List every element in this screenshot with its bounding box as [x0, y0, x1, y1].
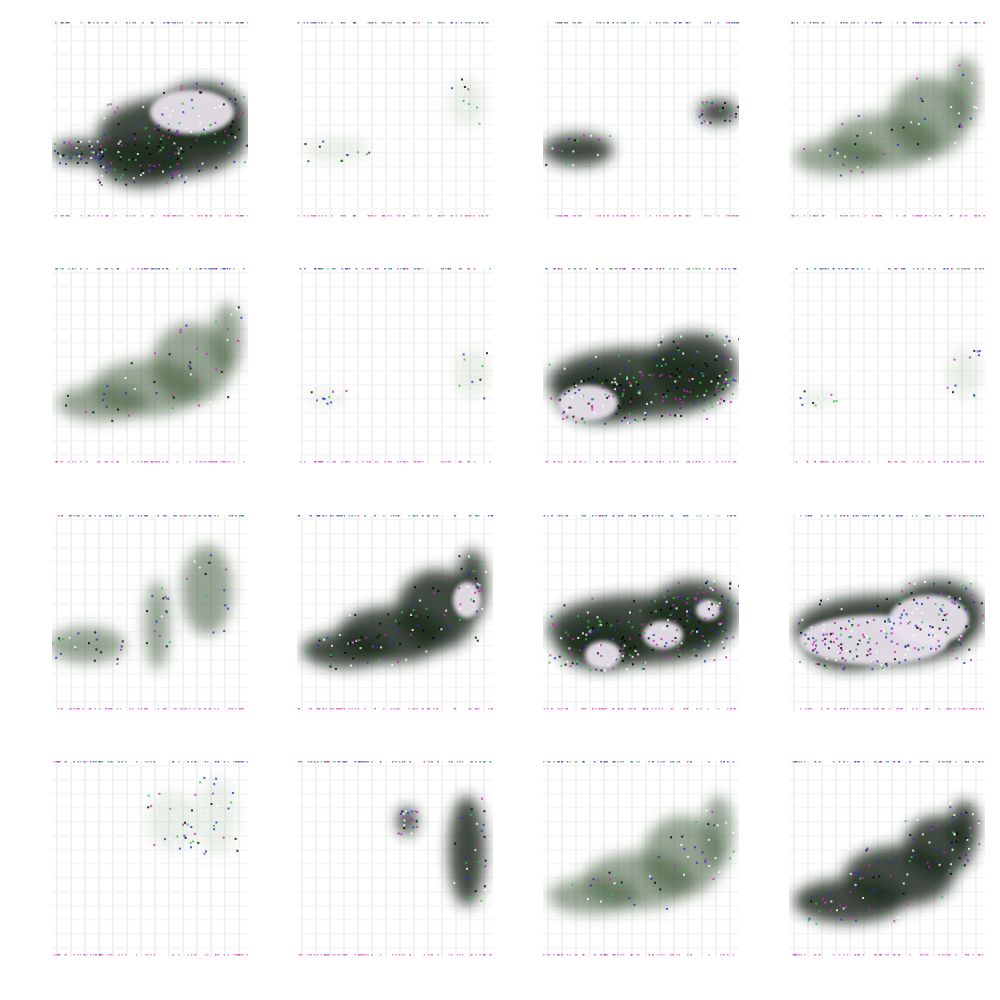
generated-sample-3	[543, 22, 739, 218]
generated-sample-10	[297, 515, 493, 711]
generated-sample-13	[52, 761, 248, 957]
sample-1-canvas	[52, 22, 248, 218]
generated-sample-8	[789, 268, 985, 464]
sample-10-canvas	[297, 515, 493, 711]
generated-sample-9	[52, 515, 248, 711]
sample-15-canvas	[543, 761, 739, 957]
sample-5-canvas	[52, 268, 248, 464]
generated-sample-2	[297, 22, 493, 218]
sample-8-canvas	[789, 268, 985, 464]
generated-sample-11	[543, 515, 739, 711]
sample-12-canvas	[789, 515, 985, 711]
sample-13-canvas	[52, 761, 248, 957]
sample-4-canvas	[789, 22, 985, 218]
generated-sample-15	[543, 761, 739, 957]
generated-sample-1	[52, 22, 248, 218]
sample-11-canvas	[543, 515, 739, 711]
generated-sample-5	[52, 268, 248, 464]
generated-sample-6	[297, 268, 493, 464]
sample-7-canvas	[543, 268, 739, 464]
generated-sample-16	[789, 761, 985, 957]
sample-9-canvas	[52, 515, 248, 711]
generated-sample-7	[543, 268, 739, 464]
sample-16-canvas	[789, 761, 985, 957]
generated-sample-12	[789, 515, 985, 711]
generated-sample-14	[297, 761, 493, 957]
sample-2-canvas	[297, 22, 493, 218]
sample-3-canvas	[543, 22, 739, 218]
sample-14-canvas	[297, 761, 493, 957]
sample-6-canvas	[297, 268, 493, 464]
generated-sample-4	[789, 22, 985, 218]
